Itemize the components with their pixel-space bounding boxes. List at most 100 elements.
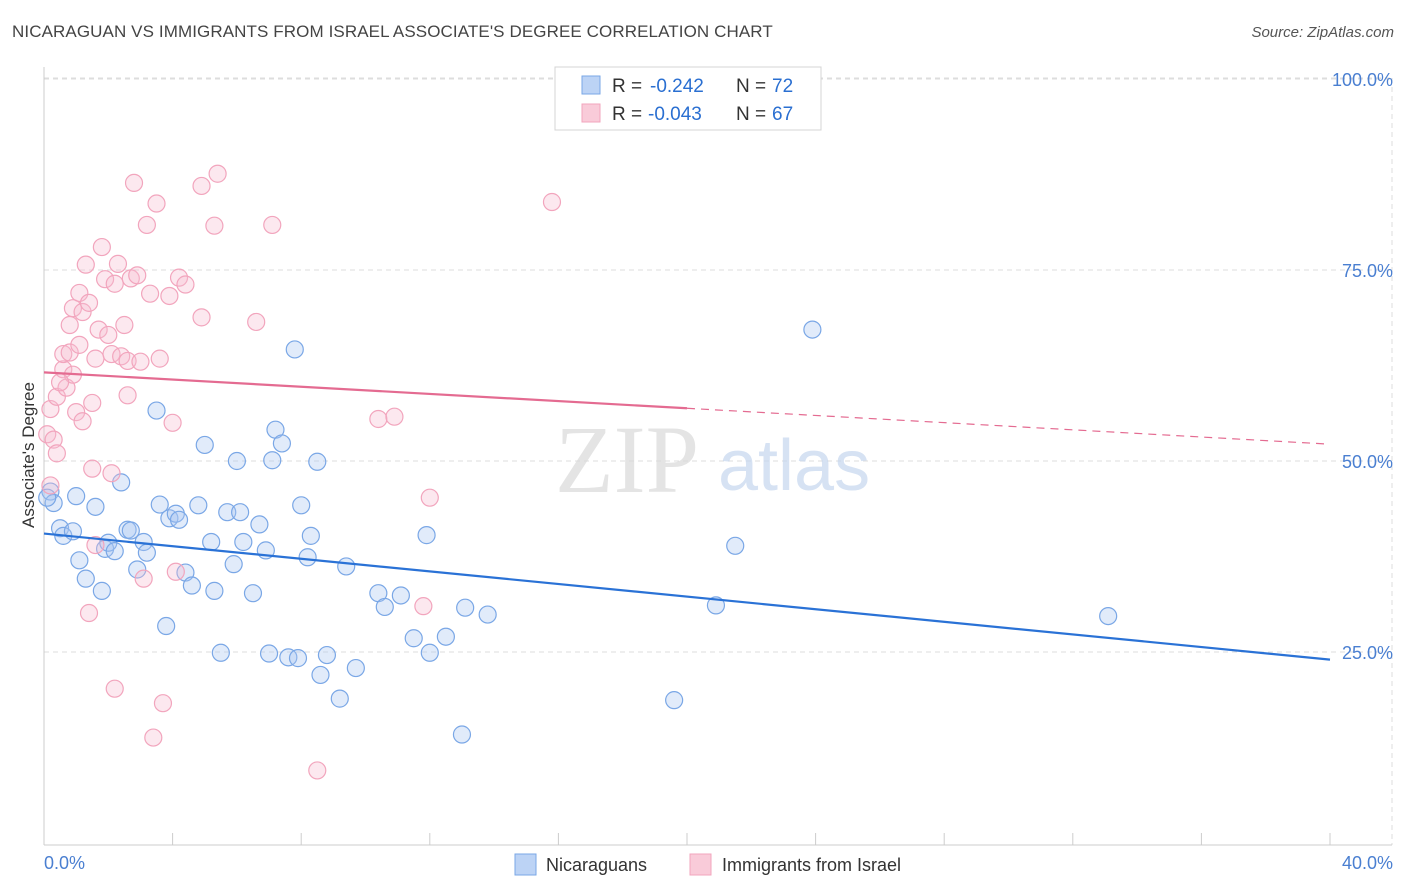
data-point bbox=[137, 543, 156, 562]
stats-legend-r-label-blue: R = bbox=[612, 76, 642, 97]
data-point bbox=[131, 352, 150, 371]
data-point bbox=[420, 643, 439, 662]
data-point bbox=[665, 691, 684, 710]
data-point bbox=[417, 526, 436, 545]
data-point bbox=[169, 510, 189, 529]
y-tick-label: 50.0% bbox=[1342, 452, 1393, 472]
data-point bbox=[205, 581, 224, 600]
data-point bbox=[160, 286, 179, 306]
data-point bbox=[67, 403, 86, 422]
watermark-zip: ZIP bbox=[555, 406, 699, 513]
data-point bbox=[153, 694, 173, 713]
data-point bbox=[1099, 606, 1118, 626]
stats-legend-swatch-blue bbox=[581, 75, 601, 95]
data-point bbox=[263, 215, 282, 235]
data-point bbox=[105, 274, 124, 293]
tick-labels: 25.0% 50.0% 75.0% 100.0% 0.0% 40.0% bbox=[44, 70, 1393, 873]
data-point bbox=[150, 495, 169, 514]
data-point bbox=[76, 255, 95, 274]
data-point bbox=[134, 569, 153, 588]
data-point bbox=[150, 349, 169, 368]
data-point bbox=[86, 349, 105, 368]
stats-legend-n-blue: 72 bbox=[772, 76, 793, 97]
data-point bbox=[259, 644, 279, 663]
data-point bbox=[118, 386, 137, 405]
data-point bbox=[211, 643, 230, 662]
data-point bbox=[92, 581, 111, 600]
legend-swatch-immigrants-from-israel bbox=[689, 853, 712, 876]
data-point bbox=[67, 487, 86, 506]
data-point bbox=[89, 320, 108, 339]
data-point bbox=[231, 503, 250, 522]
data-point bbox=[105, 679, 124, 698]
data-point bbox=[182, 576, 201, 595]
data-point bbox=[157, 616, 176, 636]
legend-swatch-nicaraguans bbox=[514, 853, 537, 876]
data-point bbox=[706, 596, 726, 615]
data-point bbox=[346, 658, 365, 678]
data-point bbox=[140, 284, 160, 303]
data-point bbox=[147, 194, 166, 213]
data-point bbox=[79, 603, 99, 623]
data-point bbox=[272, 434, 292, 453]
data-point bbox=[44, 430, 63, 449]
watermark-atlas: atlas bbox=[718, 426, 870, 506]
data-point bbox=[385, 407, 404, 426]
data-point bbox=[70, 551, 89, 570]
data-point bbox=[128, 266, 147, 285]
data-point bbox=[102, 464, 121, 483]
data-point bbox=[189, 496, 208, 515]
stats-legend-n-pink: 67 bbox=[772, 104, 793, 125]
data-point bbox=[456, 598, 475, 617]
data-point bbox=[70, 335, 89, 354]
data-point bbox=[726, 536, 745, 555]
stats-legend: R = -0.242 N = 72 R = -0.043 N = 67 bbox=[554, 66, 822, 131]
gridlines bbox=[44, 77, 1393, 845]
data-point bbox=[311, 665, 330, 685]
data-point bbox=[195, 435, 214, 455]
data-point bbox=[83, 459, 102, 478]
data-point bbox=[205, 216, 224, 235]
data-point bbox=[166, 562, 185, 581]
axes bbox=[43, 67, 1392, 846]
data-point bbox=[218, 503, 237, 522]
data-point bbox=[60, 343, 79, 362]
data-point bbox=[192, 176, 211, 196]
data-point bbox=[243, 584, 263, 603]
data-point bbox=[147, 401, 166, 420]
y-axis-label: Associate's Degree bbox=[19, 382, 38, 528]
data-point bbox=[285, 340, 304, 359]
y-tick-label: 100.0% bbox=[1332, 70, 1393, 90]
data-point bbox=[227, 451, 246, 471]
data-point bbox=[169, 268, 189, 287]
data-point bbox=[192, 308, 211, 327]
data-point bbox=[76, 569, 95, 588]
y-tick-label: 25.0% bbox=[1342, 643, 1393, 663]
stats-legend-r-blue: -0.242 bbox=[650, 76, 704, 97]
data-point bbox=[118, 351, 137, 371]
data-point bbox=[105, 542, 124, 561]
data-point bbox=[208, 164, 227, 183]
data-point bbox=[288, 649, 308, 668]
data-point bbox=[86, 535, 105, 555]
data-point bbox=[391, 586, 410, 605]
data-point bbox=[263, 451, 282, 470]
x-tick-label: 0.0% bbox=[44, 853, 85, 873]
data-point bbox=[224, 555, 243, 574]
data-point bbox=[41, 476, 60, 495]
data-point bbox=[47, 387, 66, 406]
data-point bbox=[308, 761, 327, 780]
data-point bbox=[128, 560, 147, 579]
data-point bbox=[50, 373, 70, 392]
data-point bbox=[73, 302, 92, 322]
chart-title: NICARAGUAN VS IMMIGRANTS FROM ISRAEL ASS… bbox=[12, 22, 773, 41]
data-point bbox=[163, 413, 182, 432]
data-point bbox=[414, 597, 433, 616]
stats-legend-r-pink: -0.043 bbox=[648, 104, 702, 125]
data-point bbox=[108, 254, 128, 273]
bottom-legend: Nicaraguans Immigrants from Israel bbox=[514, 853, 901, 876]
data-point bbox=[92, 237, 111, 257]
data-point bbox=[301, 526, 320, 545]
stats-legend-r-label-pink: R = bbox=[612, 104, 642, 125]
